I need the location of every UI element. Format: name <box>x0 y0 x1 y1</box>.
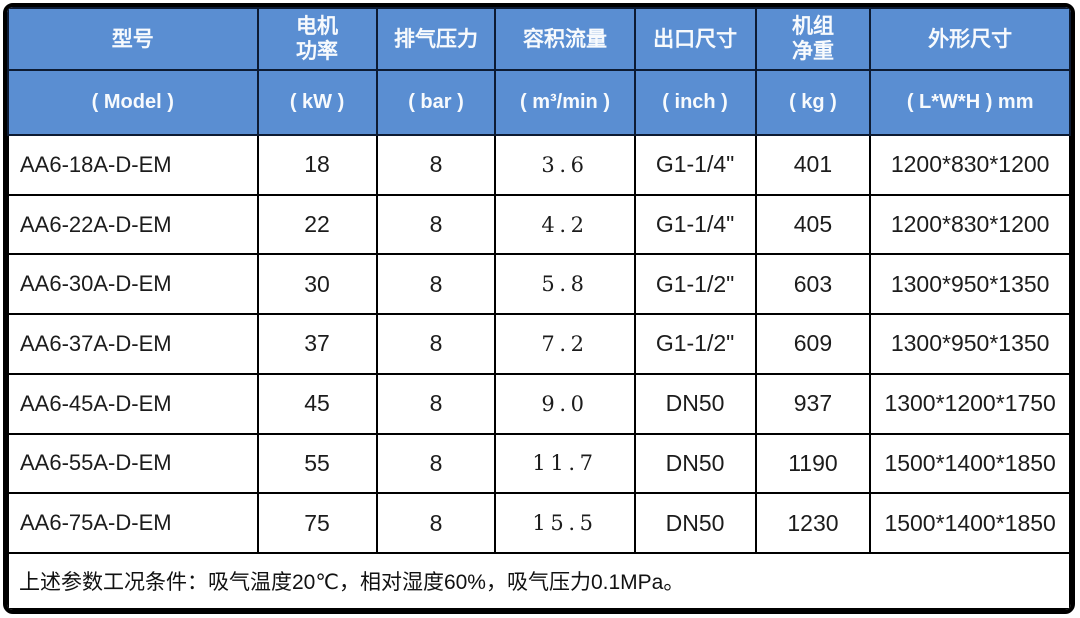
cell-model: AA6-37A-D-EM <box>7 313 259 375</box>
cell-outlet: G1-1/4" <box>633 134 757 196</box>
header-motor-power-unit: ( kW ) <box>256 69 378 136</box>
header-outlet-size-label: 出口尺寸 <box>653 27 738 51</box>
cell-weight: 1230 <box>754 492 872 554</box>
cell-flow: 7.2 <box>494 313 636 375</box>
cell-flow: 3.6 <box>494 134 636 196</box>
cell-dimensions: 1300*1200*1750 <box>869 372 1071 435</box>
header-overall-dimensions-unit: ( L*W*H ) mm <box>869 69 1071 136</box>
cell-flow: 15.5 <box>494 492 636 554</box>
cell-pressure: 8 <box>375 313 497 375</box>
cell-pressure: 8 <box>375 134 497 196</box>
spec-table-frame: 型号 电机 功率 排气压力 容积流量 出口尺寸 机组 净重 外形尺寸 ( Mod… <box>3 3 1075 614</box>
footnote-row: 上述参数工况条件：吸气温度20℃，相对湿度60%，吸气压力0.1MPa。 <box>7 552 1071 610</box>
cell-outlet: DN50 <box>633 432 757 495</box>
header-model-cn-label: 型号 <box>111 27 154 51</box>
cell-pressure: 8 <box>375 253 497 316</box>
header-motor-power-cn: 电机 功率 <box>256 7 378 71</box>
header-net-weight-unit: ( kg ) <box>754 69 872 136</box>
cell-outlet: DN50 <box>633 372 757 435</box>
header-discharge-pressure-label: 排气压力 <box>393 27 478 51</box>
cell-flow: 9.0 <box>494 372 636 435</box>
header-net-weight-line2: 净重 <box>791 40 834 63</box>
header-outlet-size-unit: ( inch ) <box>633 69 757 136</box>
header-volume-flow-cn: 容积流量 <box>494 7 636 71</box>
cell-dimensions: 1300*950*1350 <box>869 253 1071 316</box>
header-model-cn: 型号 <box>7 7 259 71</box>
table-row: AA6-45A-D-EM 45 8 9.0 DN50 937 1300*1200… <box>7 372 1071 435</box>
cell-outlet: G1-1/2" <box>633 253 757 316</box>
cell-weight: 609 <box>754 313 872 375</box>
cell-power: 22 <box>256 193 378 256</box>
cell-pressure: 8 <box>375 432 497 495</box>
cell-pressure: 8 <box>375 193 497 256</box>
header-discharge-pressure-cn: 排气压力 <box>375 7 497 71</box>
cell-dimensions: 1200*830*1200 <box>869 193 1071 256</box>
cell-power: 75 <box>256 492 378 554</box>
cell-power: 37 <box>256 313 378 375</box>
cell-model: AA6-22A-D-EM <box>7 193 259 256</box>
cell-outlet: DN50 <box>633 492 757 554</box>
compressor-spec-table: 型号 电机 功率 排气压力 容积流量 出口尺寸 机组 净重 外形尺寸 ( Mod… <box>7 7 1071 610</box>
cell-model: AA6-30A-D-EM <box>7 253 259 316</box>
cell-flow: 5.8 <box>494 253 636 316</box>
header-volume-flow-unit: ( m³/min ) <box>494 69 636 136</box>
cell-power: 55 <box>256 432 378 495</box>
operating-conditions-note: 上述参数工况条件：吸气温度20℃，相对湿度60%，吸气压力0.1MPa。 <box>7 552 1071 610</box>
cell-weight: 1190 <box>754 432 872 495</box>
table-row: AA6-37A-D-EM 37 8 7.2 G1-1/2" 609 1300*9… <box>7 313 1071 375</box>
cell-flow: 11.7 <box>494 432 636 495</box>
header-row-chinese: 型号 电机 功率 排气压力 容积流量 出口尺寸 机组 净重 外形尺寸 <box>7 7 1071 71</box>
header-overall-dimensions-cn: 外形尺寸 <box>869 7 1071 71</box>
cell-dimensions: 1300*950*1350 <box>869 313 1071 375</box>
cell-dimensions: 1200*830*1200 <box>869 134 1071 196</box>
cell-model: AA6-75A-D-EM <box>7 492 259 554</box>
header-discharge-pressure-unit: ( bar ) <box>375 69 497 136</box>
table-header: 型号 电机 功率 排气压力 容积流量 出口尺寸 机组 净重 外形尺寸 ( Mod… <box>7 7 1071 136</box>
cell-model: AA6-55A-D-EM <box>7 432 259 495</box>
cell-weight: 603 <box>754 253 872 316</box>
cell-power: 30 <box>256 253 378 316</box>
cell-flow: 4.2 <box>494 193 636 256</box>
header-volume-flow-label: 容积流量 <box>522 27 607 51</box>
table-row: AA6-55A-D-EM 55 8 11.7 DN50 1190 1500*14… <box>7 432 1071 495</box>
table-row: AA6-75A-D-EM 75 8 15.5 DN50 1230 1500*14… <box>7 492 1071 554</box>
table-row: AA6-22A-D-EM 22 8 4.2 G1-1/4" 405 1200*8… <box>7 193 1071 256</box>
header-model-unit: ( Model ) <box>7 69 259 136</box>
cell-dimensions: 1500*1400*1850 <box>869 432 1071 495</box>
cell-power: 45 <box>256 372 378 435</box>
cell-dimensions: 1500*1400*1850 <box>869 492 1071 554</box>
cell-model: AA6-18A-D-EM <box>7 134 259 196</box>
table-body: AA6-18A-D-EM 18 8 3.6 G1-1/4" 401 1200*8… <box>7 134 1071 554</box>
header-overall-dimensions-label: 外形尺寸 <box>928 27 1013 51</box>
cell-outlet: G1-1/2" <box>633 313 757 375</box>
table-row: AA6-30A-D-EM 30 8 5.8 G1-1/2" 603 1300*9… <box>7 253 1071 316</box>
header-net-weight-line1: 机组 <box>791 15 834 38</box>
cell-model: AA6-45A-D-EM <box>7 372 259 435</box>
cell-weight: 401 <box>754 134 872 196</box>
header-net-weight-cn: 机组 净重 <box>754 7 872 71</box>
cell-power: 18 <box>256 134 378 196</box>
header-motor-power-line1: 电机 <box>296 15 339 38</box>
table-row: AA6-18A-D-EM 18 8 3.6 G1-1/4" 401 1200*8… <box>7 134 1071 196</box>
cell-weight: 405 <box>754 193 872 256</box>
cell-pressure: 8 <box>375 492 497 554</box>
header-motor-power-line2: 功率 <box>296 40 339 63</box>
cell-outlet: G1-1/4" <box>633 193 757 256</box>
cell-weight: 937 <box>754 372 872 435</box>
table-footer: 上述参数工况条件：吸气温度20℃，相对湿度60%，吸气压力0.1MPa。 <box>7 552 1071 610</box>
cell-pressure: 8 <box>375 372 497 435</box>
header-row-units: ( Model ) ( kW ) ( bar ) ( m³/min ) ( in… <box>7 69 1071 136</box>
header-outlet-size-cn: 出口尺寸 <box>633 7 757 71</box>
